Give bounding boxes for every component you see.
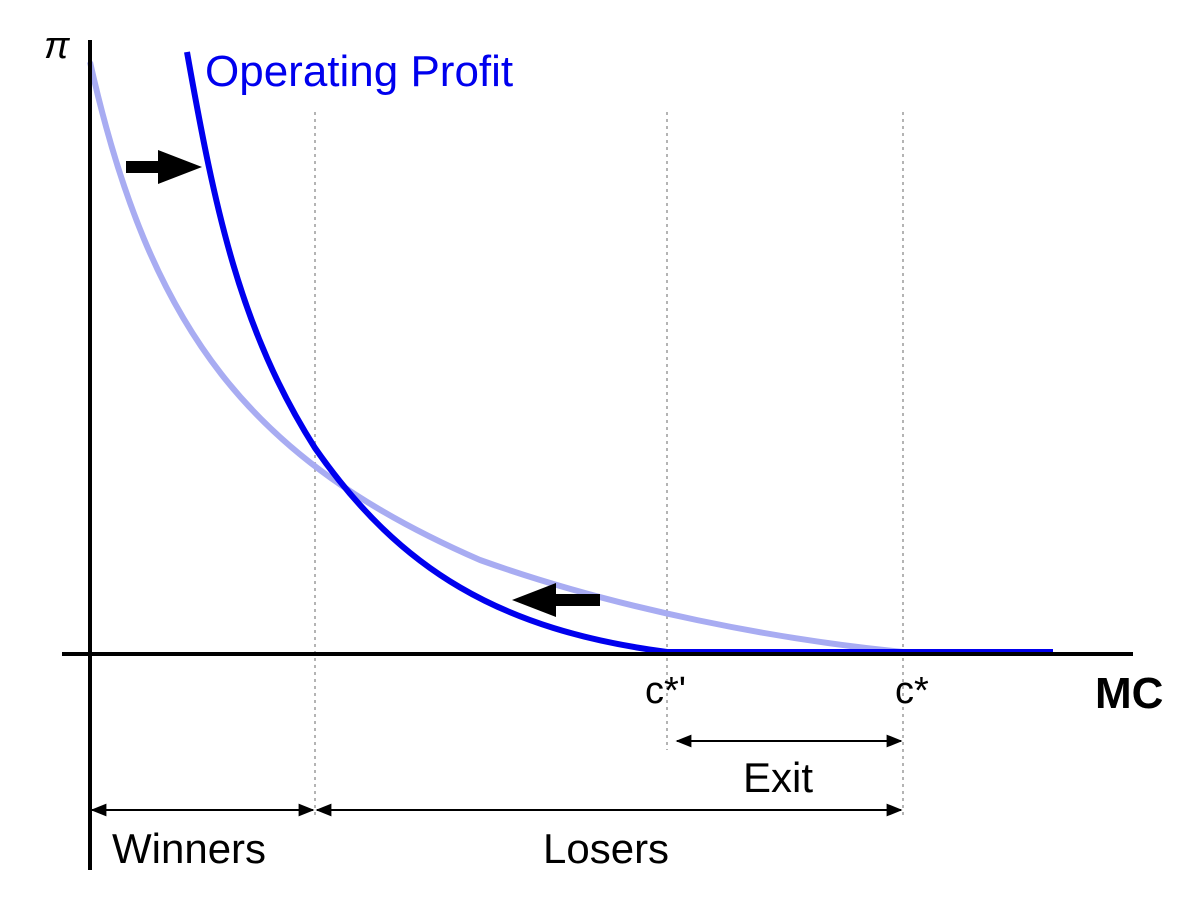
curve-label: Operating Profit bbox=[205, 47, 513, 96]
cutoff-new-label: c*' bbox=[645, 670, 686, 712]
winners-label: Winners bbox=[112, 825, 266, 872]
cutoff-old-label: c* bbox=[895, 670, 929, 712]
right-shift-arrow bbox=[126, 150, 202, 184]
y-axis-label: π bbox=[44, 25, 71, 67]
left-shift-arrow bbox=[512, 583, 600, 617]
new-profit-curve bbox=[184, 51, 1053, 655]
old-profit-curve bbox=[87, 61, 1053, 655]
guide-lines bbox=[314, 112, 904, 818]
losers-label: Losers bbox=[543, 825, 669, 872]
exit-label: Exit bbox=[743, 754, 813, 801]
x-axis-label: MC bbox=[1095, 669, 1163, 718]
axes bbox=[62, 40, 1133, 870]
